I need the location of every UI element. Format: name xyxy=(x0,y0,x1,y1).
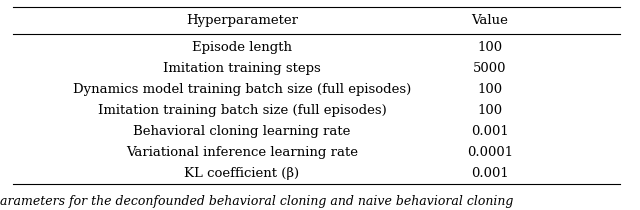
Text: 0.001: 0.001 xyxy=(471,125,509,138)
Text: Variational inference learning rate: Variational inference learning rate xyxy=(126,146,358,159)
Text: 100: 100 xyxy=(477,41,502,54)
Text: Dynamics model training batch size (full episodes): Dynamics model training batch size (full… xyxy=(73,83,411,96)
Text: Hyperparameter: Hyperparameter xyxy=(186,14,298,28)
Text: 0.0001: 0.0001 xyxy=(467,146,513,159)
Text: 100: 100 xyxy=(477,104,502,117)
Text: 100: 100 xyxy=(477,83,502,96)
Text: 5000: 5000 xyxy=(473,62,507,75)
Text: Imitation training steps: Imitation training steps xyxy=(163,62,321,75)
Text: Value: Value xyxy=(472,14,508,28)
Text: KL coefficient (β): KL coefficient (β) xyxy=(184,167,300,180)
Text: arameters for the deconfounded behavioral cloning and naive behavioral cloning: arameters for the deconfounded behaviora… xyxy=(0,195,513,208)
Text: 0.001: 0.001 xyxy=(471,167,509,180)
Text: Imitation training batch size (full episodes): Imitation training batch size (full epis… xyxy=(97,104,387,117)
Text: Episode length: Episode length xyxy=(192,41,292,54)
Text: Behavioral cloning learning rate: Behavioral cloning learning rate xyxy=(133,125,351,138)
